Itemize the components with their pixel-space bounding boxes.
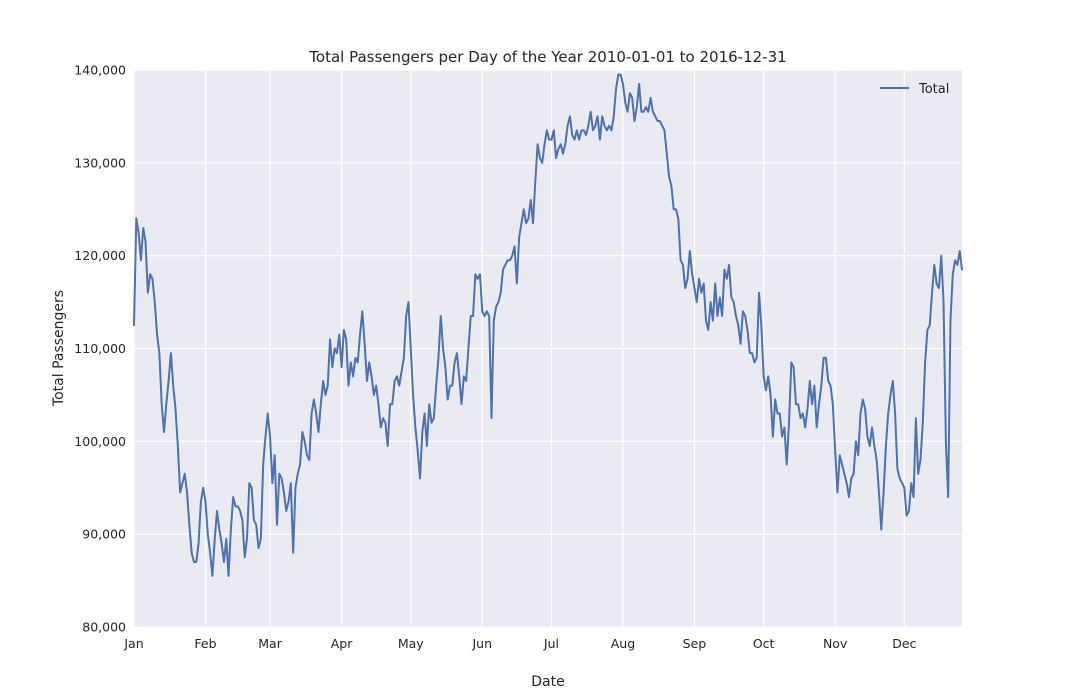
legend-label-total: Total <box>918 82 949 97</box>
x-tick-label: Mar <box>258 636 282 651</box>
y-tick-label: 100,000 <box>74 434 126 449</box>
x-tick-label: Jul <box>543 636 559 651</box>
x-tick-label: Dec <box>892 636 916 651</box>
legend: Total <box>880 82 949 97</box>
y-axis-label: Total Passengers <box>51 290 67 407</box>
x-tick-label: May <box>398 636 424 651</box>
x-tick-label: Sep <box>683 636 707 651</box>
x-ticks: Jan Feb Mar Apr May Jun Jul Aug Sep Oct Nov Dec <box>123 636 916 651</box>
y-tick-label: 130,000 <box>74 155 126 170</box>
y-tick-label: 140,000 <box>74 63 126 78</box>
chart-title: Total Passengers per Day of the Year 201… <box>308 48 786 66</box>
x-tick-label: Oct <box>753 636 775 651</box>
x-tick-label: Aug <box>611 636 635 651</box>
x-tick-label: Jan <box>123 636 143 651</box>
x-tick-label: Nov <box>823 636 848 651</box>
y-tick-label: 80,000 <box>82 620 126 635</box>
y-tick-label: 120,000 <box>74 248 126 263</box>
x-axis-label: Date <box>531 674 564 690</box>
series-line-total <box>133 73 963 577</box>
y-ticks: 80,000 90,000 100,000 110,000 120,000 130,000… <box>74 63 126 635</box>
y-tick-label: 90,000 <box>82 527 126 542</box>
x-tick-label: Feb <box>194 636 216 651</box>
series-layer <box>133 73 963 577</box>
x-tick-label: Apr <box>331 636 353 651</box>
grid <box>133 69 962 628</box>
y-tick-label: 110,000 <box>74 341 126 356</box>
x-tick-label: Jun <box>472 636 493 651</box>
